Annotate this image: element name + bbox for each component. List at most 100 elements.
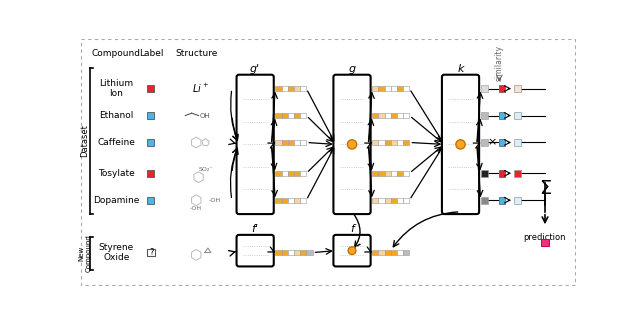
Bar xyxy=(372,170,378,176)
Bar xyxy=(307,250,312,255)
Bar xyxy=(300,170,307,176)
Bar xyxy=(282,170,288,176)
Bar xyxy=(391,170,397,176)
Bar xyxy=(397,140,403,145)
FancyBboxPatch shape xyxy=(237,75,274,214)
Bar xyxy=(499,197,506,204)
Bar xyxy=(397,170,403,176)
Text: similarity: similarity xyxy=(495,45,504,81)
Bar xyxy=(499,112,506,119)
Text: Ethanol: Ethanol xyxy=(99,111,134,120)
Bar xyxy=(282,86,288,91)
Circle shape xyxy=(456,140,465,149)
Bar xyxy=(372,140,378,145)
Bar xyxy=(385,86,391,91)
FancyBboxPatch shape xyxy=(333,235,371,266)
Bar xyxy=(403,197,410,203)
Bar xyxy=(282,197,288,203)
Bar xyxy=(385,140,391,145)
Bar xyxy=(514,112,521,119)
Bar xyxy=(275,140,282,145)
Text: Compound: Compound xyxy=(92,49,141,58)
Bar xyxy=(372,113,378,118)
Bar xyxy=(378,113,385,118)
Bar xyxy=(294,140,300,145)
Bar xyxy=(391,113,397,118)
Bar xyxy=(294,250,300,255)
Bar xyxy=(514,139,521,146)
Text: k: k xyxy=(457,64,464,74)
Bar xyxy=(372,86,378,91)
Circle shape xyxy=(348,247,356,255)
Bar xyxy=(294,197,300,203)
Text: $\mathit{Li}^+$: $\mathit{Li}^+$ xyxy=(191,82,209,95)
Bar xyxy=(147,197,154,204)
Bar xyxy=(403,113,410,118)
Bar xyxy=(378,197,385,203)
Text: Dopamine: Dopamine xyxy=(93,196,140,205)
Bar xyxy=(147,170,154,177)
Bar xyxy=(275,197,282,203)
Bar xyxy=(275,170,282,176)
Bar xyxy=(288,170,294,176)
Bar xyxy=(282,250,288,255)
Bar xyxy=(397,113,403,118)
Bar xyxy=(282,113,288,118)
Bar xyxy=(282,140,288,145)
Text: Σ: Σ xyxy=(539,179,551,198)
Text: -OH: -OH xyxy=(190,206,202,212)
Bar xyxy=(372,250,378,255)
Bar xyxy=(288,197,294,203)
Bar xyxy=(294,170,300,176)
Bar xyxy=(385,113,391,118)
Bar xyxy=(481,197,488,204)
Text: Label: Label xyxy=(139,49,164,58)
Text: g': g' xyxy=(250,64,260,74)
Bar xyxy=(300,113,307,118)
Bar xyxy=(499,170,506,177)
Bar xyxy=(372,197,378,203)
Bar xyxy=(514,197,521,204)
Bar xyxy=(385,197,391,203)
Bar xyxy=(288,113,294,118)
Bar xyxy=(294,113,300,118)
Bar xyxy=(300,250,307,255)
Bar xyxy=(147,85,154,92)
Bar xyxy=(385,170,391,176)
Bar xyxy=(403,170,410,176)
FancyBboxPatch shape xyxy=(333,75,371,214)
Bar xyxy=(499,139,506,146)
Bar xyxy=(275,113,282,118)
Text: f': f' xyxy=(252,224,259,234)
Bar xyxy=(294,86,300,91)
Bar xyxy=(288,250,294,255)
Bar xyxy=(147,139,154,146)
Bar xyxy=(378,250,385,255)
Bar xyxy=(391,140,397,145)
Text: SO₂⁻: SO₂⁻ xyxy=(199,167,214,172)
Bar xyxy=(385,250,391,255)
Bar xyxy=(403,250,410,255)
Bar xyxy=(147,112,154,119)
Text: -OH: -OH xyxy=(209,198,221,203)
Text: prediction: prediction xyxy=(524,232,566,242)
Bar xyxy=(300,86,307,91)
Text: OH: OH xyxy=(200,113,211,118)
Bar xyxy=(514,85,521,92)
Bar xyxy=(288,86,294,91)
Bar xyxy=(300,140,307,145)
Bar xyxy=(300,197,307,203)
Text: Lithium
Ion: Lithium Ion xyxy=(99,79,134,98)
Text: f: f xyxy=(350,224,354,234)
Text: ?: ? xyxy=(149,248,154,257)
Bar xyxy=(378,86,385,91)
Bar xyxy=(481,139,488,146)
Bar xyxy=(499,85,506,92)
Bar xyxy=(481,170,488,177)
Bar xyxy=(391,197,397,203)
FancyBboxPatch shape xyxy=(237,235,274,266)
Bar xyxy=(403,140,410,145)
Bar xyxy=(514,170,521,177)
Bar xyxy=(378,140,385,145)
Circle shape xyxy=(348,140,356,149)
